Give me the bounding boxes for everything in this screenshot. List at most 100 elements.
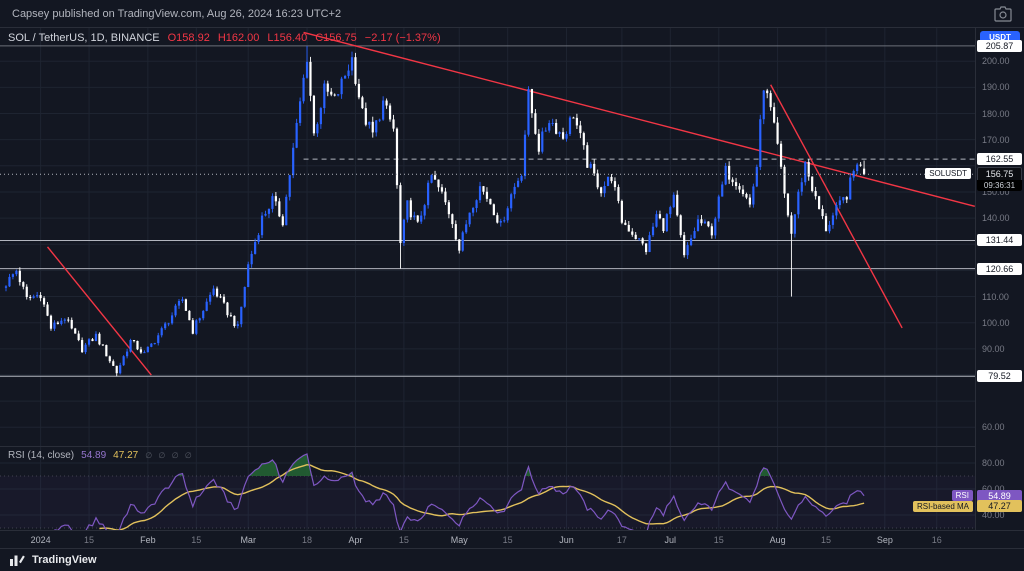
candle-body bbox=[105, 345, 108, 357]
time-tick-label: Jul bbox=[664, 535, 677, 545]
candle-body bbox=[91, 339, 94, 342]
symbol-title: SOL / TetherUS, 1D, BINANCE bbox=[8, 32, 160, 44]
candle-body bbox=[565, 134, 568, 139]
candle-body bbox=[295, 122, 298, 148]
candle-body bbox=[42, 298, 46, 305]
candle-body bbox=[181, 299, 184, 301]
candle-body bbox=[710, 226, 713, 236]
candle-body bbox=[641, 238, 644, 244]
candle-body bbox=[527, 89, 530, 135]
candle-body bbox=[292, 147, 295, 176]
camera-icon[interactable] bbox=[994, 5, 1012, 22]
rsi-value: 54.89 bbox=[81, 450, 107, 461]
candle-body bbox=[835, 205, 838, 216]
publish-attribution: Capsey published on TradingView.com, Aug… bbox=[12, 7, 342, 20]
candle-body bbox=[167, 323, 170, 325]
price-tick-label: 60.00 bbox=[982, 422, 1005, 433]
candle-body bbox=[447, 202, 450, 215]
candle-body bbox=[537, 133, 540, 152]
candle-body bbox=[274, 196, 277, 202]
candle-body bbox=[340, 78, 343, 95]
rsi-control-icons[interactable]: ∅ ∅ ∅ ∅ bbox=[145, 451, 194, 460]
candle-body bbox=[319, 108, 322, 125]
candle-body bbox=[645, 243, 648, 253]
candle-body bbox=[416, 215, 419, 222]
time-tick-label: 15 bbox=[821, 535, 832, 545]
time-tick-label: Feb bbox=[140, 535, 156, 545]
candle-body bbox=[541, 131, 544, 152]
candle-body bbox=[361, 97, 364, 109]
candle-body bbox=[126, 351, 129, 357]
candle-body bbox=[122, 356, 125, 366]
candle-body bbox=[330, 91, 333, 95]
rsi-overbought-fill bbox=[54, 454, 865, 476]
candle-body bbox=[101, 344, 104, 346]
candle-body bbox=[160, 328, 163, 336]
candle-body bbox=[8, 276, 11, 287]
candle-body bbox=[662, 218, 665, 232]
candle-body bbox=[299, 101, 302, 123]
candle-body bbox=[49, 315, 53, 329]
candle-body bbox=[468, 212, 471, 225]
tradingview-logo[interactable] bbox=[10, 553, 25, 567]
chart-canvas[interactable] bbox=[0, 0, 975, 530]
price-axis[interactable]: USDT 156.75 09:36:31 200.00 190.00 180.00 1… bbox=[975, 28, 1024, 530]
rsi-title: RSI (14, close) bbox=[8, 450, 75, 461]
candle-body bbox=[620, 200, 623, 223]
price-level-badge: 131.44 bbox=[977, 234, 1022, 247]
candle-body bbox=[236, 324, 239, 326]
candle-body bbox=[409, 200, 412, 218]
candle-body bbox=[184, 299, 188, 311]
candle-body bbox=[375, 120, 378, 133]
candle-body bbox=[309, 61, 312, 96]
candle-body bbox=[586, 145, 589, 168]
candle-body bbox=[804, 162, 807, 183]
candle-body bbox=[551, 123, 554, 125]
candle-body bbox=[523, 134, 527, 177]
rsi-tick-label: 80.00 bbox=[982, 457, 1005, 468]
candle-body bbox=[195, 320, 198, 334]
candle-body bbox=[39, 295, 42, 299]
symbol-legend[interactable]: SOL / TetherUS, 1D, BINANCE O158.92 H162… bbox=[8, 32, 441, 44]
candle-body bbox=[776, 122, 779, 144]
candle-body bbox=[243, 286, 246, 307]
candle-body bbox=[856, 164, 859, 172]
candle-body bbox=[838, 200, 841, 206]
candles bbox=[4, 45, 866, 377]
candle-body bbox=[734, 182, 738, 187]
candle-body bbox=[485, 191, 489, 199]
candle-body bbox=[98, 333, 101, 345]
time-tick-label: 15 bbox=[191, 535, 202, 545]
candle-body bbox=[741, 189, 745, 194]
rsi-legend[interactable]: RSI (14, close) 54.89 47.27 ∅ ∅ ∅ ∅ bbox=[8, 450, 194, 461]
candle-body bbox=[413, 215, 416, 218]
candle-body bbox=[333, 94, 336, 96]
candle-body bbox=[752, 186, 755, 205]
time-tick-label: 18 bbox=[302, 535, 313, 545]
candle-body bbox=[285, 196, 288, 226]
candle-body bbox=[786, 193, 790, 216]
ohlc-high: H162.00 bbox=[217, 32, 260, 44]
candle-body bbox=[655, 214, 658, 227]
time-tick-label: 15 bbox=[502, 535, 513, 545]
rsi-value-badge: 54.89 bbox=[977, 490, 1022, 503]
candle-body bbox=[278, 201, 281, 217]
candle-body bbox=[174, 305, 177, 316]
candle-body bbox=[191, 320, 194, 334]
candle-body bbox=[613, 181, 617, 188]
candle-body bbox=[267, 208, 271, 214]
rsi-ma-line bbox=[99, 463, 865, 530]
candle-body bbox=[683, 235, 686, 256]
candle-body bbox=[11, 274, 15, 277]
time-axis[interactable]: 2024 15 Feb 15 Mar 18 Apr 15 May 15 Jun 17 Jul 15 Aug 1… bbox=[0, 530, 1024, 548]
candle-body bbox=[658, 214, 662, 219]
candle-body bbox=[506, 208, 509, 221]
candle-body bbox=[60, 320, 63, 324]
candle-body bbox=[610, 176, 613, 182]
candle-body bbox=[852, 171, 855, 178]
candle-body bbox=[305, 61, 309, 78]
brand-label[interactable]: TradingView bbox=[32, 554, 97, 566]
candle-body bbox=[714, 218, 717, 236]
candle-body bbox=[558, 132, 561, 134]
candle-body bbox=[582, 133, 585, 146]
